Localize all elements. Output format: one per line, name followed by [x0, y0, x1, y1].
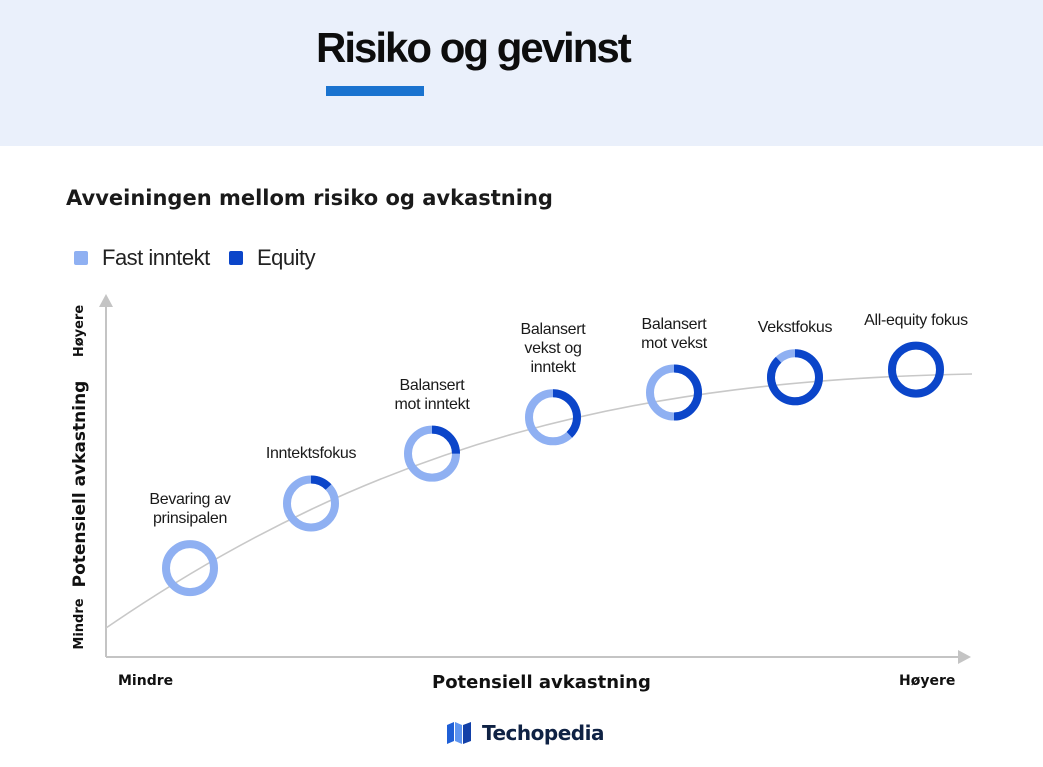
y-axis-min-label: Mindre — [72, 598, 87, 650]
equity-arc-6 — [767, 349, 823, 406]
data-point-3 — [404, 425, 460, 482]
fixed-income-ring-7 — [888, 341, 944, 398]
legend-item-equity: Equity — [229, 245, 316, 271]
data-point-4 — [525, 389, 581, 446]
x-axis-label: Potensiell avkastning — [432, 672, 651, 693]
point-label-line: Bevaring av — [149, 491, 231, 509]
point-label-line: prinsipalen — [152, 510, 228, 528]
point-label-6: Vekstfokus — [705, 318, 885, 337]
point-label-4: Balansert vekst og inntekt — [463, 320, 643, 377]
y-axis-label: Potensiell avkastning — [70, 380, 90, 588]
x-axis-arrow — [958, 650, 971, 664]
y-axis-arrow — [99, 294, 113, 307]
y-axis-max-label: Høyere — [72, 304, 87, 358]
equity-arc-4 — [552, 389, 581, 438]
point-label-line: Inntektsfokus — [265, 445, 357, 463]
legend-swatch-fixed-income — [74, 251, 88, 265]
equity-arc-2 — [310, 475, 332, 491]
point-label-line: inntekt — [530, 359, 576, 377]
point-label-line: All-equity fokus — [864, 311, 968, 329]
brand: Techopedia — [446, 718, 604, 748]
trend-curve — [105, 373, 973, 629]
point-label-line: vekst og — [524, 340, 582, 358]
data-point-1 — [162, 540, 218, 597]
equity-arc-3 — [431, 425, 460, 454]
x-axis-max-label: Høyere — [899, 673, 956, 689]
donut-layer — [162, 341, 944, 597]
point-label-line: Vekstfokus — [757, 319, 833, 337]
techopedia-logo-icon — [447, 722, 471, 744]
data-point-7 — [888, 341, 944, 398]
data-point-2 — [283, 475, 339, 532]
data-point-6 — [767, 349, 823, 406]
point-label-5: Balansert mot vekst — [584, 315, 764, 353]
point-label-1: Bevaring av prinsipalen — [100, 490, 280, 528]
x-axis-min-label: Mindre — [118, 673, 174, 689]
point-label-line: Balansert — [520, 321, 586, 339]
legend-label-fixed-income: Fast inntekt — [102, 245, 210, 270]
point-label-3: Balansert mot inntekt — [342, 376, 522, 414]
point-label-line: mot vekst — [641, 334, 707, 352]
data-point-5 — [646, 364, 702, 421]
point-label-7: All-equity fokus — [826, 311, 1006, 330]
brand-name: Techopedia — [482, 721, 604, 745]
legend-item-fixed-income: Fast inntekt — [74, 245, 210, 271]
page-title: Risiko og gevinst — [316, 24, 632, 71]
equity-arc-5 — [673, 364, 702, 421]
point-label-line: mot inntekt — [394, 395, 470, 413]
point-label-line: Balansert — [641, 315, 707, 333]
header-band — [0, 0, 1043, 146]
point-label-2: Inntektsfokus — [221, 444, 401, 463]
legend-label-equity: Equity — [257, 245, 316, 270]
legend-swatch-equity — [229, 251, 243, 265]
point-label-line: Balansert — [399, 376, 465, 394]
title-underline — [326, 86, 424, 96]
chart-title: Avveiningen mellom risiko og avkastning — [66, 186, 553, 210]
fixed-income-ring-1 — [162, 540, 218, 597]
